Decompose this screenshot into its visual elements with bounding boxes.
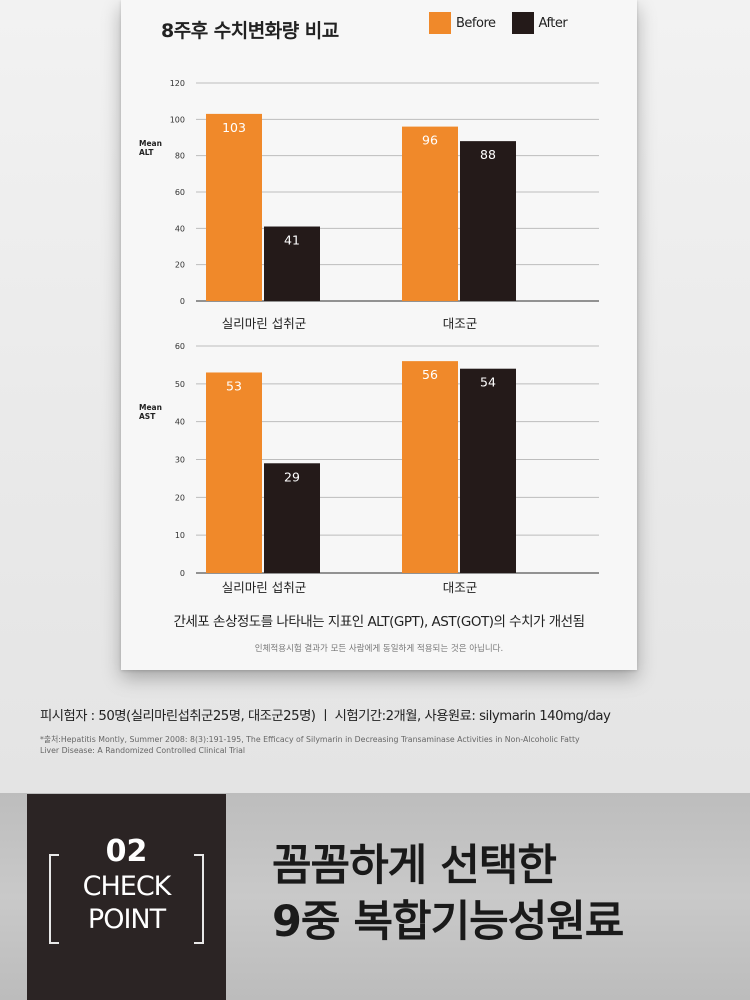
chart-2-data-label: 54 (480, 375, 496, 390)
right-bracket (194, 854, 204, 944)
study-source: *출처:Hepatitis Montly, Summer 2008: 8(3):… (40, 735, 580, 755)
chart-1-bar-before (206, 113, 262, 301)
card-title: 8주후 수치변화량 비교 (161, 20, 339, 42)
left-bracket (49, 854, 59, 944)
legend-swatch-after (511, 12, 534, 34)
chart-1-data-label: 88 (480, 147, 496, 162)
chart-2-bar-after (264, 463, 320, 573)
chart-1-y-tick-label: 120 (170, 79, 185, 88)
chart-1-data-label: 96 (422, 133, 438, 148)
chart-2-y-tick-label: 10 (175, 531, 185, 540)
study-subjects: 피시험자 : 50명(실리마린섭취군25명, 대조군25명) ㅣ 시험기간:2개… (40, 709, 611, 724)
chart-2-bar-after (460, 368, 516, 573)
chart-2-y-tick-label: 20 (175, 493, 185, 502)
chart-2-data-label: 29 (284, 469, 300, 484)
chart-2-y-tick-label: 40 (175, 418, 185, 427)
chart-1-bar-after (460, 141, 516, 301)
chart-card: 8주후 수치변화량 비교 Before After 0 20 40 60 80 100 12… (121, 0, 637, 670)
chart-1-y-tick-label: 40 (175, 224, 185, 233)
legend-item-before: Before (429, 12, 496, 34)
chart-1-y-tick-label: 60 (175, 188, 185, 197)
chart-1-y-axis-label: Mean (139, 139, 162, 148)
chart-2-y-tick-label: 60 (175, 342, 185, 351)
legend-label-after: After (538, 15, 568, 31)
chart-2-category-label: 실리마린 섭취군 (222, 580, 306, 595)
chart-1-data-label: 41 (284, 233, 300, 248)
chart-1-bar-after (264, 226, 320, 301)
legend-label-before: Before (456, 15, 496, 31)
chart-2-y-axis-label: AST (139, 412, 156, 421)
chart-2-bar-before (206, 372, 262, 573)
chart-1-y-tick-label: 0 (180, 297, 185, 306)
chart-1-y-tick-label: 80 (175, 152, 185, 161)
chart-caption: 간세포 손상정도를 나타내는 지표인 ALT(GPT), AST(GOT)의 수… (173, 614, 585, 630)
chart-1-y-tick-label: 20 (175, 261, 185, 270)
headline-line-2: 9중 복합기능성원료 (272, 897, 624, 947)
checkpoint-line-point: POINT (87, 904, 166, 935)
checkpoint-line-check: CHECK (82, 871, 172, 902)
chart-2-y-axis-label: Mean (139, 403, 162, 412)
headline-line-1: 꼼꼼하게 선택한 (272, 841, 557, 891)
chart-1-data-label: 103 (222, 120, 246, 135)
disclaimer-text: 인체적용시험 결과가 모든 사람에게 동일하게 적용되는 것은 아닙니다. (254, 644, 504, 654)
chart-1-category-label: 실리마린 섭취군 (222, 316, 306, 331)
chart-2-y-tick-label: 0 (180, 569, 185, 578)
chart-2-data-label: 56 (422, 367, 438, 382)
legend-swatch-before (429, 12, 451, 34)
chart-2-y-tick-label: 30 (175, 456, 185, 465)
chart-2-bar-before (402, 361, 458, 573)
chart-2-category-label: 대조군 (443, 580, 478, 595)
chart-1-y-tick-label: 100 (170, 115, 185, 124)
legend-item-after: After (511, 12, 568, 34)
checkpoint-label: CHECK POINT (27, 870, 226, 936)
chart-1-bar-before (402, 126, 458, 301)
checkpoint-number: 02 (105, 834, 148, 869)
checkpoint-badge: 02 CHECK POINT (27, 794, 226, 1000)
chart-1-category-label: 대조군 (443, 316, 478, 331)
chart-2-data-label: 53 (226, 378, 242, 393)
legend: Before After (429, 12, 583, 34)
chart-1-y-axis-label: ALT (139, 148, 154, 157)
headline: 꼼꼼하게 선택한 9중 복합기능성원료 (272, 838, 624, 950)
chart-2-y-tick-label: 50 (175, 380, 185, 389)
